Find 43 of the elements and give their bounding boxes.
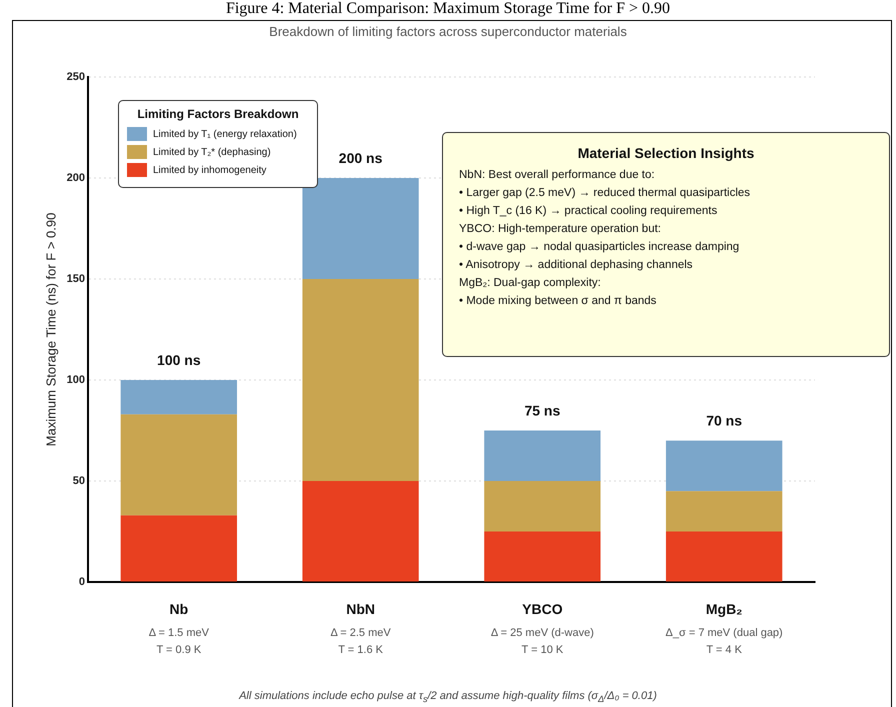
chart-title: Figure 4: Material Comparison: Maximum Storage Time for F > 0.90 — [224, 0, 672, 18]
bar — [120, 414, 237, 516]
legend-title: Limiting Factors Breakdown — [136, 107, 300, 121]
y-tick-label: 50 — [72, 475, 85, 488]
bar — [120, 515, 237, 582]
y-axis-title: Maximum Storage Time (ns) for F > 0.90 — [43, 212, 58, 446]
bar — [484, 532, 601, 582]
bar — [120, 380, 237, 414]
y-tick-label: 200 — [66, 172, 85, 184]
x-tick-label: MgB₂ Δ_σ = 7 meV (dual gap) T = 4 K — [666, 600, 783, 656]
y-tick-label: 250 — [66, 71, 85, 84]
bar — [302, 481, 419, 582]
bar — [302, 178, 419, 279]
annotation: • Larger gap (2.5 meV) → reduced thermal quasiparticles — [459, 187, 752, 199]
legend-label: Limited by T₂* (dephasing) — [153, 146, 271, 158]
total-label: 75 ns — [524, 402, 560, 418]
annotation: • d-wave gap → nodal quasiparticles increase damping — [459, 241, 740, 253]
bar — [666, 491, 782, 532]
bar — [484, 481, 601, 532]
annotation: • Mode mixing between σ and π bands — [459, 295, 658, 307]
total-label: 70 ns — [706, 412, 742, 428]
chart-subtitle: Breakdown of limiting factors across superconductor materials — [268, 24, 628, 39]
legend-label: Limited by T₁ (energy relaxation) — [153, 128, 297, 140]
annotation: • Anisotropy → additional dephasing channels — [459, 259, 694, 271]
x-tick-label: NbN Δ = 2.5 meV T = 1.6 K — [330, 600, 392, 656]
y-tick-label: 100 — [66, 374, 85, 386]
y-tick-label: 0 — [78, 576, 85, 588]
total-label: 100 ns — [157, 352, 201, 368]
x-tick-label: YBCO Δ = 25 meV (d-wave) T = 10 K — [490, 600, 594, 656]
annotation: MgB₂: Dual-gap complexity: — [459, 277, 602, 289]
annotation: YBCO: High-temperature operation but: — [459, 223, 662, 235]
total-label: 200 ns — [338, 150, 383, 166]
annotation: NbN: Best overall performance due to: — [459, 169, 656, 181]
y-tick-label: 150 — [66, 273, 85, 286]
annotation: • High T_c (16 K) → practical cooling requirements — [459, 205, 718, 217]
bar — [302, 279, 419, 481]
text: All simulations include echo pulse at τ$_{s}$/2 and assume high-quality films (σ$_{Δ}$/Δ₀ = 0.01) — [238, 690, 658, 704]
bar — [484, 430, 601, 481]
legend-label: Limited by inhomogeneity — [153, 164, 266, 176]
x-tick-label: Nb Δ = 1.5 meV T = 0.9 K — [148, 600, 210, 656]
bar — [666, 532, 782, 582]
annotation: Material Selection Insights — [576, 145, 756, 161]
bar — [666, 440, 782, 492]
